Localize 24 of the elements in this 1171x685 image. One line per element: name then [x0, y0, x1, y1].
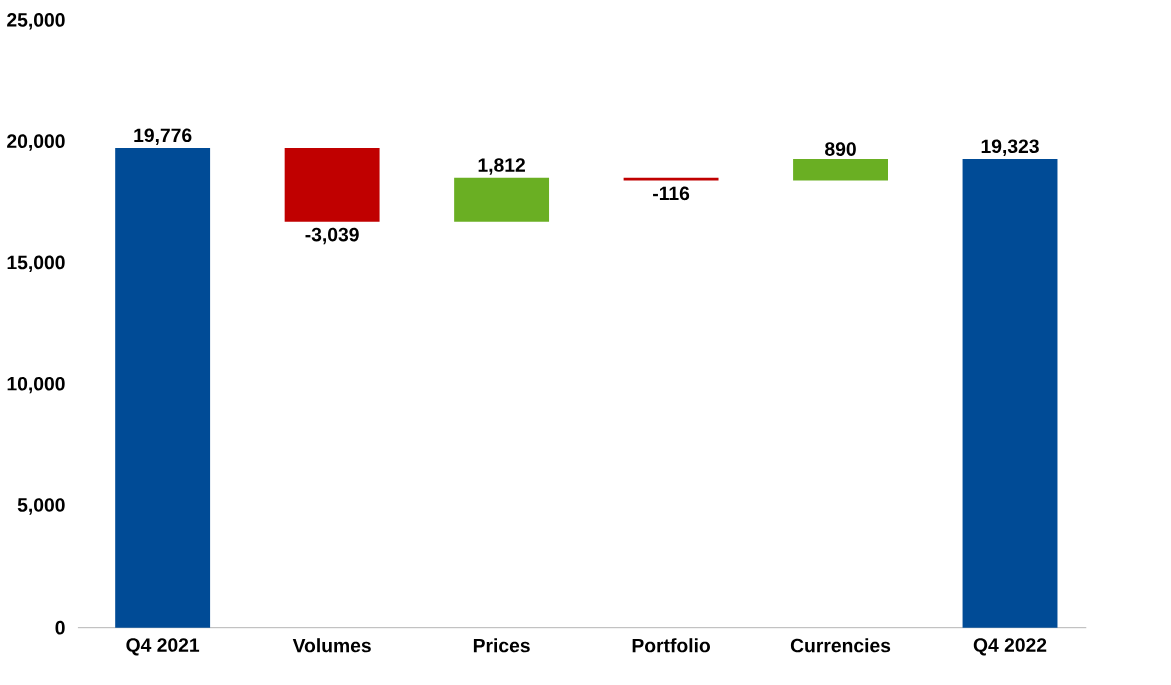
bar: [454, 177, 550, 222]
data-label: -116: [653, 186, 690, 201]
x-tick-label: Currencies: [790, 638, 891, 653]
y-tick-label: 25,000: [7, 13, 65, 30]
bar: [284, 148, 380, 222]
bar: [623, 177, 719, 181]
y-tick-label: 15,000: [7, 255, 65, 273]
data-label: 19,323: [981, 139, 1039, 156]
data-label: -3,039: [305, 227, 359, 245]
x-tick-label: Q4 2021: [126, 638, 200, 656]
y-tick-label: 10,000: [7, 376, 65, 394]
x-tick-label: Prices: [473, 638, 530, 653]
y-tick-label: 0: [55, 620, 65, 635]
y-tick-label: 5,000: [17, 498, 65, 515]
y-tick-label: 20,000: [7, 134, 65, 151]
x-tick-label: Q4 2022: [973, 638, 1047, 656]
data-label: 19,776: [134, 128, 192, 145]
bar: [793, 159, 888, 181]
bar: [115, 148, 211, 628]
x-tick-label: Volumes: [292, 638, 371, 653]
bar: [962, 159, 1058, 628]
data-label: 890: [825, 142, 856, 156]
x-tick-label: Portfolio: [632, 638, 710, 653]
data-label: 1,812: [478, 158, 525, 175]
